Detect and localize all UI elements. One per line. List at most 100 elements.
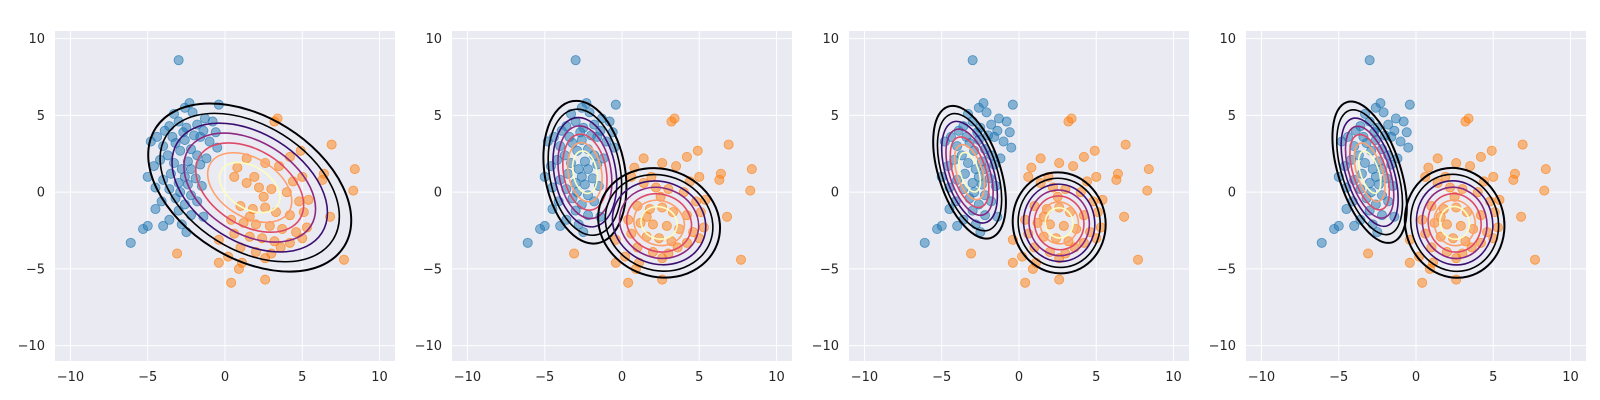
grid xyxy=(452,31,792,361)
contour-level xyxy=(1044,207,1074,239)
scatter-point-blue xyxy=(1316,237,1327,248)
y-tick-label: −10 xyxy=(18,339,45,354)
contour-level xyxy=(953,143,986,201)
scatter-point-blue xyxy=(125,237,136,248)
x-tick-label: −10 xyxy=(454,370,481,385)
contour-level xyxy=(552,116,618,228)
scatter-point-orange xyxy=(735,254,746,265)
contour-level xyxy=(957,151,982,193)
scatter-point-orange xyxy=(694,171,705,182)
scatter-point-blue xyxy=(986,119,997,130)
y-tick-label: −10 xyxy=(415,339,442,354)
scatter-point-orange xyxy=(661,220,672,231)
contour-level xyxy=(949,136,990,209)
scatter-point-orange xyxy=(667,207,678,218)
scatter-point-orange xyxy=(569,248,580,259)
scatter-point-blue xyxy=(967,55,978,66)
x-tick-label: 0 xyxy=(221,370,229,385)
scatter-point-orange xyxy=(348,185,359,196)
scatter-point-orange xyxy=(1517,139,1528,150)
contour-level xyxy=(1331,100,1408,244)
scatter-point-orange xyxy=(1460,116,1471,127)
scatter-point-blue xyxy=(973,102,984,113)
scatter-point-orange xyxy=(1441,219,1452,230)
scatter-point-orange xyxy=(266,184,277,195)
scatter-point-blue xyxy=(158,220,169,231)
contour-level xyxy=(1033,195,1085,251)
scatter-point-orange xyxy=(226,277,237,288)
density-contours xyxy=(542,99,722,279)
contour-level xyxy=(566,141,603,203)
tick-labels: −10 −5 0 5 10 −10 −5 0 5 10 xyxy=(18,32,388,385)
scatter-point-orange xyxy=(1020,277,1031,288)
density-contours xyxy=(147,102,353,273)
scatter-point-blue xyxy=(535,223,546,234)
scatter-point-orange xyxy=(610,257,621,268)
scatter-point-blue xyxy=(185,144,196,155)
scatter-point-orange xyxy=(1078,151,1089,162)
scatter-point-orange xyxy=(657,158,668,169)
panel-1: −10 −5 0 5 10 −10 −5 0 5 10 xyxy=(18,31,395,385)
scatter-point-blue xyxy=(587,173,598,184)
contour-level xyxy=(194,142,305,234)
scatter-point-orange xyxy=(1143,164,1154,175)
scatter-point-orange xyxy=(241,177,252,188)
x-tick-label: 10 xyxy=(371,370,388,385)
contour-level xyxy=(557,125,613,220)
scatter-point-blue xyxy=(919,237,930,248)
contour-level xyxy=(1403,166,1506,279)
scatter-point-orange xyxy=(338,254,349,265)
scatter-point-orange xyxy=(698,222,709,233)
contour-level xyxy=(1357,150,1382,195)
scatter-point-orange xyxy=(681,151,692,162)
contour-level xyxy=(633,199,686,247)
scatter-point-orange xyxy=(260,274,271,285)
scatter-point-orange xyxy=(745,185,756,196)
scatter-point-orange xyxy=(1423,162,1434,173)
scatter-point-blue xyxy=(199,113,210,124)
y-tick-label: 0 xyxy=(831,186,839,201)
contour-level xyxy=(1439,205,1471,240)
y-tick-label: −5 xyxy=(1217,262,1236,277)
scatter-point-orange xyxy=(303,194,314,205)
scatter-point-orange xyxy=(1120,139,1131,150)
scatter-point-blue xyxy=(989,131,1000,142)
scatter-point-orange xyxy=(1054,158,1065,169)
scatter-point-orange xyxy=(647,219,658,230)
scatter-point-orange xyxy=(1475,151,1486,162)
scatter-point-blue xyxy=(1006,142,1017,153)
scatter-point-orange xyxy=(326,139,337,150)
scatter-point-orange xyxy=(172,248,183,259)
scatter-point-blue xyxy=(1378,107,1389,118)
scatter-point-orange xyxy=(297,171,308,182)
contour-level xyxy=(147,102,353,273)
y-tick-label: 0 xyxy=(37,186,45,201)
scatter-points xyxy=(1316,55,1551,288)
scatter-point-blue xyxy=(1004,127,1015,138)
scatter-point-blue xyxy=(201,153,212,164)
x-tick-label: 5 xyxy=(1092,370,1100,385)
x-tick-label: 0 xyxy=(1412,370,1420,385)
scatter-point-blue xyxy=(1007,99,1018,110)
scatter-point-blue xyxy=(138,223,149,234)
x-tick-label: 5 xyxy=(1489,370,1497,385)
scatter-point-blue xyxy=(582,164,593,175)
scatter-point-orange xyxy=(1508,174,1519,185)
scatter-point-orange xyxy=(291,227,302,238)
scatter-point-orange xyxy=(249,171,260,182)
x-tick-label: 10 xyxy=(1165,370,1182,385)
contour-level xyxy=(1039,201,1080,245)
scatter-point-orange xyxy=(1529,254,1540,265)
scatter-point-orange xyxy=(1089,145,1100,156)
scatter-point-orange xyxy=(1440,171,1451,182)
scatter-point-blue xyxy=(993,113,1004,124)
scatter-point-orange xyxy=(722,211,733,222)
scatter-point-orange xyxy=(1435,231,1446,242)
scatter-point-orange xyxy=(258,191,269,202)
contour-level xyxy=(1344,125,1395,219)
x-tick-label: −5 xyxy=(1329,370,1348,385)
contour-level xyxy=(1353,142,1386,203)
scatter-point-orange xyxy=(229,171,240,182)
scatter-point-orange xyxy=(1007,257,1018,268)
